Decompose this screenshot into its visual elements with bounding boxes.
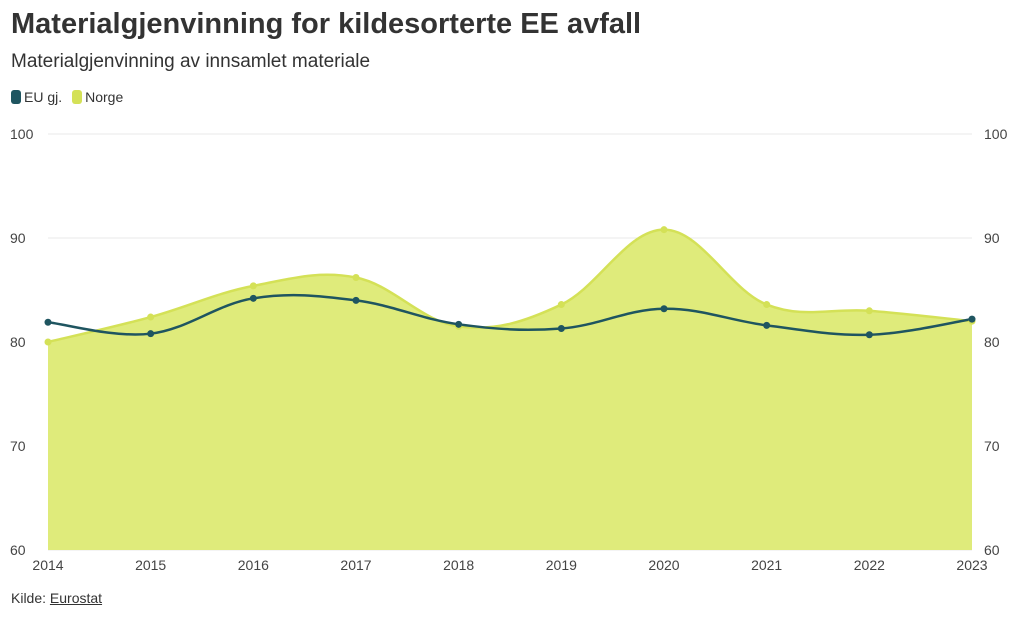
- axis-labels: 60 60 70 70 80 80 90 90 100 100 2014 2015 2016 2017 20…: [10, 126, 1008, 573]
- y-tick-label-left: 70: [10, 438, 26, 454]
- chart-subtitle: Materialgjenvinning av innsamlet materia…: [11, 51, 371, 72]
- norge-point[interactable]: [865, 307, 873, 315]
- eu-line-layer: [47, 293, 973, 337]
- eu-point[interactable]: [865, 331, 873, 339]
- x-tick-label: 2017: [340, 557, 371, 573]
- source-note: Kilde: Eurostat: [11, 590, 102, 606]
- chart-legend: EU gj. Norge: [11, 89, 133, 105]
- source-label: Kilde:: [11, 590, 50, 606]
- chart-title: Materialgjenvinning for kildesorterte EE…: [11, 8, 642, 40]
- norge-area-layer: [47, 228, 973, 550]
- norge-point[interactable]: [147, 313, 155, 321]
- norge-point[interactable]: [352, 274, 360, 282]
- y-tick-label-left: 100: [10, 126, 34, 142]
- y-tick-label-right: 70: [984, 438, 1000, 454]
- norge-point[interactable]: [44, 338, 52, 346]
- eu-point[interactable]: [249, 294, 257, 302]
- eu-point[interactable]: [557, 324, 565, 332]
- x-tick-label: 2023: [956, 557, 987, 573]
- norge-line: [47, 228, 973, 344]
- x-tick-label: 2015: [135, 557, 166, 573]
- norge-point[interactable]: [763, 301, 771, 309]
- y-tick-label-left: 60: [10, 542, 26, 558]
- x-tick-label: 2019: [546, 557, 577, 573]
- norge-point[interactable]: [249, 282, 257, 290]
- x-tick-label: 2018: [443, 557, 474, 573]
- legend-item-norge[interactable]: Norge: [72, 89, 123, 105]
- eu-point[interactable]: [352, 296, 360, 304]
- eu-point[interactable]: [455, 320, 463, 328]
- norge-point[interactable]: [557, 301, 565, 309]
- eu-point[interactable]: [763, 321, 771, 329]
- x-tick-label: 2020: [648, 557, 679, 573]
- eu-point[interactable]: [147, 330, 155, 338]
- data-points-layer: [44, 226, 976, 346]
- x-tick-label: 2021: [751, 557, 782, 573]
- y-tick-label-right: 90: [984, 230, 1000, 246]
- y-tick-label-right: 100: [984, 126, 1008, 142]
- eu-line: [47, 293, 973, 337]
- eu-point[interactable]: [968, 315, 976, 323]
- norge-point[interactable]: [660, 226, 668, 234]
- x-tick-label: 2022: [854, 557, 885, 573]
- x-tick-label: 2014: [32, 557, 63, 573]
- norge-area: [48, 229, 972, 550]
- legend-swatch-norge: [72, 90, 83, 104]
- legend-label-norge: Norge: [85, 89, 124, 105]
- eu-point[interactable]: [660, 305, 668, 313]
- y-tick-label-left: 90: [10, 230, 26, 246]
- y-tick-label-left: 80: [10, 334, 26, 350]
- x-tick-label: 2016: [238, 557, 269, 573]
- eu-point[interactable]: [44, 318, 52, 326]
- legend-label-eu: EU gj.: [24, 89, 63, 105]
- y-tick-label-right: 60: [984, 542, 1000, 558]
- y-tick-label-right: 80: [984, 334, 1000, 350]
- legend-item-eu[interactable]: EU gj.: [11, 89, 62, 105]
- legend-swatch-eu: [11, 90, 21, 104]
- chart-plot-area: 60 60 70 70 80 80 90 90 100 100 2014 2015 2016 2017 20…: [10, 126, 1008, 573]
- source-link-eurostat[interactable]: Eurostat: [49, 590, 103, 606]
